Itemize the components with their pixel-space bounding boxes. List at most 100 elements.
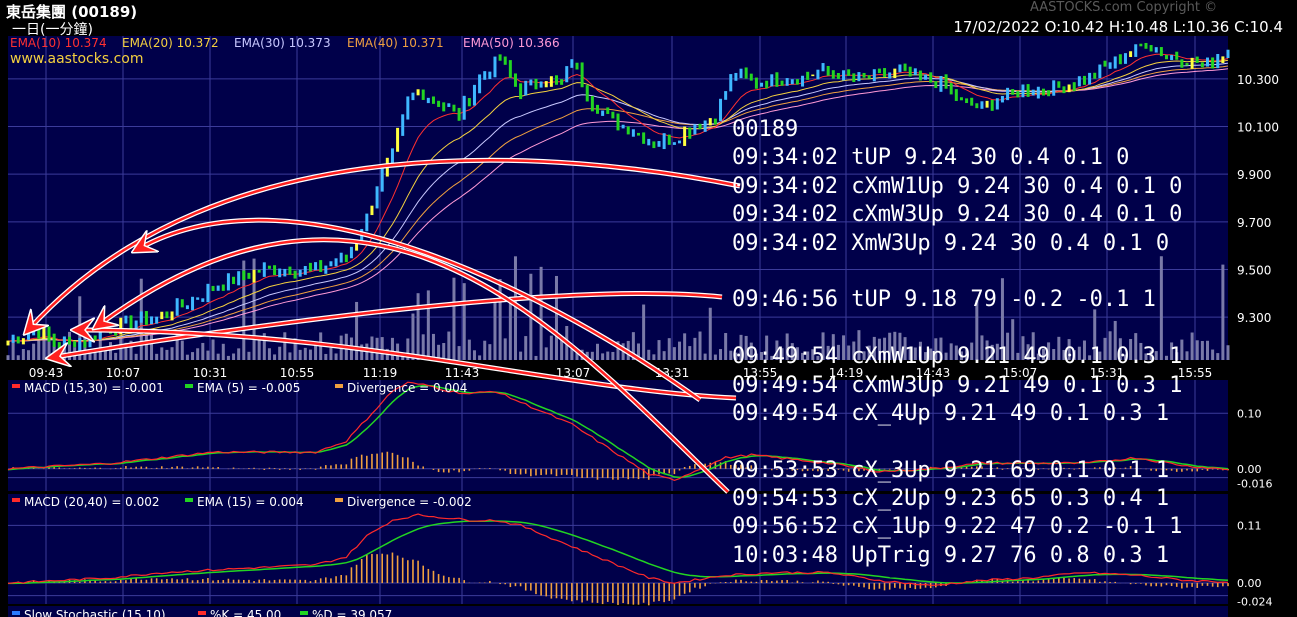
- volume-bar: [852, 341, 856, 360]
- volume-bar: [775, 340, 779, 360]
- volume-bar: [970, 342, 974, 360]
- volume-bar: [513, 256, 517, 360]
- volume-bar: [519, 351, 523, 360]
- volume-bar: [462, 283, 466, 360]
- annotation-row: 09:34:02 XmW3Up 9.24 30 0.4 0.1 0: [732, 230, 1170, 256]
- annotation-row: [732, 258, 1182, 286]
- volume-bar: [888, 332, 892, 360]
- annotation-arrow: [55, 292, 723, 357]
- volume-bar: [831, 334, 835, 360]
- annotation-row: [732, 315, 1182, 343]
- volume-bar: [667, 338, 671, 360]
- volume-bar: [221, 343, 225, 360]
- volume-bar: [560, 338, 564, 360]
- volume-bar: [431, 333, 435, 360]
- volume-bar: [616, 341, 620, 360]
- annotation-row: 09:49:54 cXmW1Up 9.21 49 0.1 0.3 1: [732, 344, 1183, 370]
- volume-bar: [1159, 256, 1163, 360]
- volume-bar: [1041, 348, 1045, 360]
- volume-bar: [411, 313, 415, 360]
- annotation-row: 09:53:53 cX_3Up 9.21 69 0.1 0.1 1: [732, 457, 1170, 483]
- volume-bar: [401, 355, 405, 360]
- volume-bar: [965, 348, 969, 360]
- volume-bar: [303, 347, 307, 360]
- volume-bar: [842, 335, 846, 360]
- volume-bar: [262, 333, 266, 360]
- volume-bar: [611, 351, 615, 360]
- volume-bar: [257, 337, 261, 360]
- legend-swatch: [185, 384, 193, 388]
- legend-swatch: [198, 611, 206, 615]
- volume-bar: [590, 351, 594, 360]
- volume-bar: [1195, 340, 1199, 360]
- time-tick-label: 10:55: [280, 366, 315, 380]
- volume-bar: [293, 338, 297, 360]
- volume-bar: [770, 355, 774, 360]
- volume-bar: [631, 332, 635, 360]
- volume-bar: [765, 335, 769, 360]
- time-tick-label: 11:19: [363, 366, 398, 380]
- copyright-text: AASTOCKS.com Copyright ©: [1030, 0, 1218, 15]
- annotation-arrow: [30, 159, 741, 328]
- annotation-row: 09:49:54 cX_4Up 9.21 49 0.1 0.3 1: [732, 400, 1170, 426]
- volume-bar: [483, 340, 487, 360]
- volume-bar: [1098, 351, 1102, 360]
- annotation-row: 09:34:02 cXmW1Up 9.24 30 0.4 0.1 0: [732, 173, 1183, 199]
- annotation-arrow: [140, 218, 701, 402]
- volume-bar: [918, 341, 922, 360]
- volume-bar: [995, 343, 999, 360]
- volume-bar: [93, 352, 97, 360]
- macd-legend-label: MACD (15,30) = -0.001: [24, 381, 164, 395]
- signal-line: [8, 520, 1229, 585]
- volume-bar: [1000, 278, 1004, 360]
- volume-bar: [1113, 320, 1117, 360]
- volume-bar: [693, 337, 697, 360]
- volume-bar: [790, 343, 794, 360]
- time-tick-label: 10:07: [106, 366, 141, 380]
- volume-bar: [1016, 352, 1020, 360]
- legend-swatch: [12, 498, 20, 502]
- annotation-list: 00189 09:34:02 tUP 9.24 30 0.4 0.1 0 09:3…: [732, 116, 1182, 570]
- volume-bar: [437, 344, 441, 360]
- volume-bar: [1144, 353, 1148, 360]
- volume-bar: [32, 343, 36, 360]
- price-y-tick-label: 9.900: [1237, 168, 1271, 182]
- volume-bar: [1190, 332, 1194, 360]
- volume-bar: [114, 352, 118, 360]
- volume-bar: [1047, 342, 1051, 360]
- volume-bar: [647, 349, 651, 360]
- volume-bar: [88, 349, 92, 360]
- macd-legend-label: Divergence = 0.004: [347, 381, 467, 395]
- volume-bar: [1164, 355, 1168, 360]
- volume-bar: [1205, 340, 1209, 360]
- volume-bar: [1021, 336, 1025, 360]
- volume-bar: [847, 345, 851, 360]
- volume-bar: [426, 290, 430, 360]
- volume-bar: [554, 275, 558, 360]
- macd-y-tick-label: 0.00: [1237, 577, 1262, 590]
- annotation-row: 09:54:53 cX_2Up 9.23 65 0.3 0.4 1: [732, 486, 1170, 512]
- volume-bar: [883, 337, 887, 360]
- volume-bar: [929, 348, 933, 360]
- volume-bar: [821, 332, 825, 360]
- price-y-tick-label: 10.100: [1237, 121, 1279, 135]
- panel-stochastic: [8, 606, 1228, 617]
- volume-bar: [1036, 353, 1040, 360]
- volume-bar: [549, 335, 553, 360]
- volume-bar: [273, 354, 277, 360]
- volume-bar: [503, 338, 507, 360]
- volume-bar: [247, 351, 251, 360]
- volume-bar: [1185, 351, 1189, 360]
- volume-bar: [278, 346, 282, 360]
- volume-bar: [954, 345, 958, 360]
- volume-bar: [734, 352, 738, 360]
- volume-bar: [544, 347, 548, 360]
- volume-bar: [1082, 340, 1086, 360]
- annotation-code: 00189: [732, 117, 799, 142]
- ema20-line: [7, 59, 1229, 342]
- volume-bar: [898, 332, 902, 360]
- volume-bar: [975, 300, 979, 360]
- volume-bar: [144, 332, 148, 360]
- volume-bar: [226, 355, 230, 360]
- annotation-arrow: [80, 330, 737, 400]
